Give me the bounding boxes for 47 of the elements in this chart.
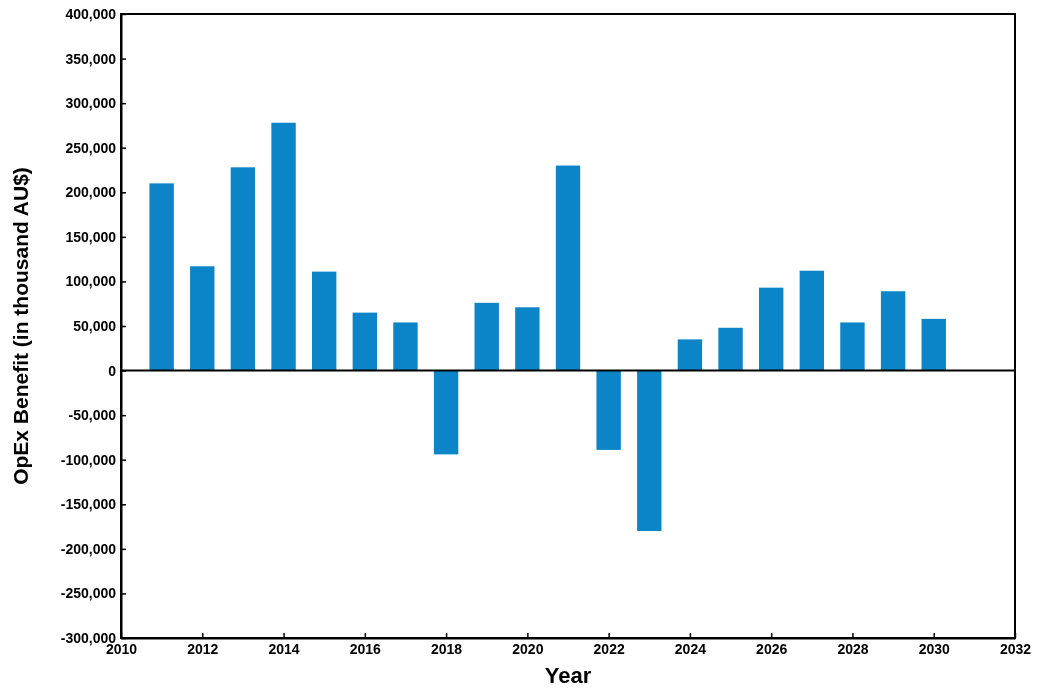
y-tick-label: -250,000 [60, 585, 117, 602]
bar [393, 322, 418, 371]
y-tick-label: -150,000 [60, 496, 117, 513]
bar [352, 312, 378, 371]
y-tick-label: -50,000 [68, 407, 117, 424]
bar [433, 370, 459, 455]
y-tick-label: 50,000 [73, 317, 117, 334]
x-tick-label: 2022 [593, 640, 625, 657]
x-tick-label: 2014 [268, 640, 300, 657]
bar [149, 183, 174, 371]
bar [799, 270, 825, 371]
x-tick-label: 2018 [431, 640, 463, 657]
bar [718, 327, 743, 371]
bar [880, 291, 906, 371]
bar [637, 370, 662, 532]
y-tick-label: 300,000 [65, 95, 117, 112]
bar [758, 287, 784, 371]
bar [190, 266, 215, 371]
bar [555, 165, 581, 371]
bar [311, 271, 337, 371]
x-tick-label: 2028 [837, 640, 869, 657]
x-tick-label: 2032 [999, 640, 1032, 657]
y-tick-label: 400,000 [65, 5, 117, 22]
x-tick-label: 2026 [756, 640, 788, 657]
x-tick-label: 2030 [918, 640, 951, 657]
y-tick-label: -200,000 [60, 540, 117, 557]
y-tick-label: 350,000 [65, 50, 117, 67]
y-tick-label: 0 [108, 362, 117, 379]
x-tick-label: 2016 [349, 640, 382, 657]
y-tick-label: 250,000 [65, 139, 117, 156]
bar [840, 322, 865, 371]
bar [474, 302, 499, 371]
bar [515, 307, 540, 371]
x-tick-label: 2024 [674, 640, 707, 657]
x-tick-label: 2020 [512, 640, 544, 657]
y-tick-label: 100,000 [65, 273, 117, 290]
y-tick-label: -100,000 [60, 451, 117, 468]
bar [271, 122, 296, 371]
bar [677, 339, 703, 371]
bar [596, 370, 621, 450]
x-tick-label: 2012 [187, 640, 219, 657]
x-axis-title: Year [544, 663, 592, 688]
bar [921, 318, 946, 371]
y-tick-label: 150,000 [65, 228, 117, 245]
y-tick-label: 200,000 [65, 184, 117, 201]
bar [230, 167, 256, 371]
y-axis-title: OpEx Benefit (in thousand AU$) [9, 167, 32, 485]
